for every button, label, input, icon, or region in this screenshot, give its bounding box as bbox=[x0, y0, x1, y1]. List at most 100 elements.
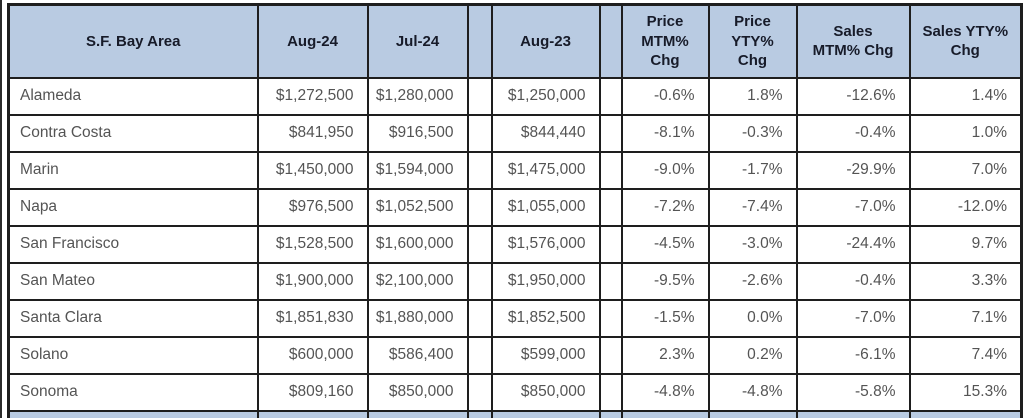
cell-sales_mtm: -5.8% bbox=[795, 372, 911, 412]
cell-sales_yty: -12.0% bbox=[908, 187, 1023, 227]
cell-sales_yty: 7.0% bbox=[908, 150, 1023, 190]
cell-aug24: $600,000 bbox=[256, 335, 369, 375]
cell-area: Alameda bbox=[7, 76, 259, 116]
cell-sales_yty: 15.3% bbox=[908, 372, 1023, 412]
column-header-aug23: Aug-23 bbox=[490, 3, 601, 79]
partial-next-row-cell bbox=[707, 409, 798, 418]
cell-aug23: $850,000 bbox=[490, 372, 601, 412]
cell-sp1 bbox=[466, 76, 493, 116]
cell-jul24: $586,400 bbox=[366, 335, 469, 375]
cell-sales_yty: 1.0% bbox=[908, 113, 1023, 153]
cell-sp1 bbox=[466, 335, 493, 375]
cell-sp2 bbox=[598, 372, 623, 412]
cell-price_yty: 0.0% bbox=[707, 298, 798, 338]
left-edge-line bbox=[0, 0, 2, 418]
column-header-spacer bbox=[598, 3, 623, 79]
cell-price_mtm: -7.2% bbox=[620, 187, 710, 227]
cell-price_yty: -3.0% bbox=[707, 224, 798, 264]
cell-aug24: $809,160 bbox=[256, 372, 369, 412]
cell-sp2 bbox=[598, 298, 623, 338]
table-header: S.F. Bay Area Aug-24 Jul-24 Aug-23 Price MTM… bbox=[7, 3, 1023, 79]
cell-price_yty: -2.6% bbox=[707, 261, 798, 301]
cell-jul24: $1,052,500 bbox=[366, 187, 469, 227]
cell-sales_yty: 7.1% bbox=[908, 298, 1023, 338]
table-row: Marin $1,450,000 $1,594,000 $1,475,000 -9.0%… bbox=[7, 150, 1023, 190]
cell-price_mtm: -4.8% bbox=[620, 372, 710, 412]
cell-jul24: $1,880,000 bbox=[366, 298, 469, 338]
cell-sales_mtm: -0.4% bbox=[795, 261, 911, 301]
cell-aug24: $976,500 bbox=[256, 187, 369, 227]
cell-sp2 bbox=[598, 76, 623, 116]
cell-area: Contra Costa bbox=[7, 113, 259, 153]
cell-sales_mtm: -7.0% bbox=[795, 298, 911, 338]
cell-sales_yty: 3.3% bbox=[908, 261, 1023, 301]
cell-price_yty: -7.4% bbox=[707, 187, 798, 227]
cell-price_yty: -0.3% bbox=[707, 113, 798, 153]
cell-price_mtm: -4.5% bbox=[620, 224, 710, 264]
cell-sp1 bbox=[466, 224, 493, 264]
cell-aug23: $1,055,000 bbox=[490, 187, 601, 227]
header-row: S.F. Bay Area Aug-24 Jul-24 Aug-23 Price MTM… bbox=[7, 3, 1023, 79]
partial-next-row-cell bbox=[620, 409, 710, 418]
cell-jul24: $850,000 bbox=[366, 372, 469, 412]
table-row: Santa Clara $1,851,830 $1,880,000 $1,852,50… bbox=[7, 298, 1023, 338]
cell-aug24: $1,272,500 bbox=[256, 76, 369, 116]
cell-sp1 bbox=[466, 298, 493, 338]
cell-sp2 bbox=[598, 150, 623, 190]
cell-sales_mtm: -6.1% bbox=[795, 335, 911, 375]
cell-sp2 bbox=[598, 261, 623, 301]
cell-sales_mtm: -0.4% bbox=[795, 113, 911, 153]
cell-aug24: $1,528,500 bbox=[256, 224, 369, 264]
column-header-jul24: Jul-24 bbox=[366, 3, 469, 79]
cell-price_mtm: -1.5% bbox=[620, 298, 710, 338]
cell-aug24: $1,900,000 bbox=[256, 261, 369, 301]
cell-price_mtm: -0.6% bbox=[620, 76, 710, 116]
cell-aug24: $841,950 bbox=[256, 113, 369, 153]
cell-sp2 bbox=[598, 335, 623, 375]
cell-aug24: $1,450,000 bbox=[256, 150, 369, 190]
cell-aug23: $599,000 bbox=[490, 335, 601, 375]
cell-price_mtm: -8.1% bbox=[620, 113, 710, 153]
cell-sp2 bbox=[598, 113, 623, 153]
cell-aug23: $1,576,000 bbox=[490, 224, 601, 264]
cell-sales_mtm: -24.4% bbox=[795, 224, 911, 264]
column-header-price_yty: Price YTY% Chg bbox=[707, 3, 798, 79]
partial-next-row-cell bbox=[366, 409, 469, 418]
cell-sales_yty: 7.4% bbox=[908, 335, 1023, 375]
column-header-sales_yty: Sales YTY% Chg bbox=[908, 3, 1023, 79]
cell-price_mtm: -9.0% bbox=[620, 150, 710, 190]
bay-area-price-table: S.F. Bay Area Aug-24 Jul-24 Aug-23 Price MTM… bbox=[7, 3, 1023, 418]
cell-jul24: $1,280,000 bbox=[366, 76, 469, 116]
cell-sp1 bbox=[466, 187, 493, 227]
cell-aug23: $1,852,500 bbox=[490, 298, 601, 338]
cell-aug23: $844,440 bbox=[490, 113, 601, 153]
cell-aug23: $1,475,000 bbox=[490, 150, 601, 190]
cell-sp1 bbox=[466, 261, 493, 301]
table-body: Alameda $1,272,500 $1,280,000 $1,250,000 -0.… bbox=[7, 76, 1023, 418]
cell-aug23: $1,250,000 bbox=[490, 76, 601, 116]
partial-next-row-cell bbox=[908, 409, 1023, 418]
cell-aug23: $1,950,000 bbox=[490, 261, 601, 301]
table-row: Alameda $1,272,500 $1,280,000 $1,250,000 -0.… bbox=[7, 76, 1023, 116]
partial-next-row-cell bbox=[795, 409, 911, 418]
cell-sp2 bbox=[598, 224, 623, 264]
cell-area: Marin bbox=[7, 150, 259, 190]
cell-area: San Francisco bbox=[7, 224, 259, 264]
cell-jul24: $1,600,000 bbox=[366, 224, 469, 264]
partial-next-row-cell bbox=[7, 409, 259, 418]
partial-next-row-cell bbox=[256, 409, 369, 418]
table-row: Sonoma $809,160 $850,000 $850,000 -4.8% -4.8%… bbox=[7, 372, 1023, 412]
partial-next-row bbox=[7, 409, 1023, 418]
cell-sales_mtm: -29.9% bbox=[795, 150, 911, 190]
table-row: Contra Costa $841,950 $916,500 $844,440 -8.1… bbox=[7, 113, 1023, 153]
cell-sp1 bbox=[466, 150, 493, 190]
cell-area: San Mateo bbox=[7, 261, 259, 301]
cell-jul24: $1,594,000 bbox=[366, 150, 469, 190]
cell-price_mtm: 2.3% bbox=[620, 335, 710, 375]
table-row: Napa $976,500 $1,052,500 $1,055,000 -7.2% -7.… bbox=[7, 187, 1023, 227]
cell-area: Solano bbox=[7, 335, 259, 375]
partial-next-row-cell bbox=[598, 409, 623, 418]
cell-jul24: $916,500 bbox=[366, 113, 469, 153]
cell-price_yty: 0.2% bbox=[707, 335, 798, 375]
